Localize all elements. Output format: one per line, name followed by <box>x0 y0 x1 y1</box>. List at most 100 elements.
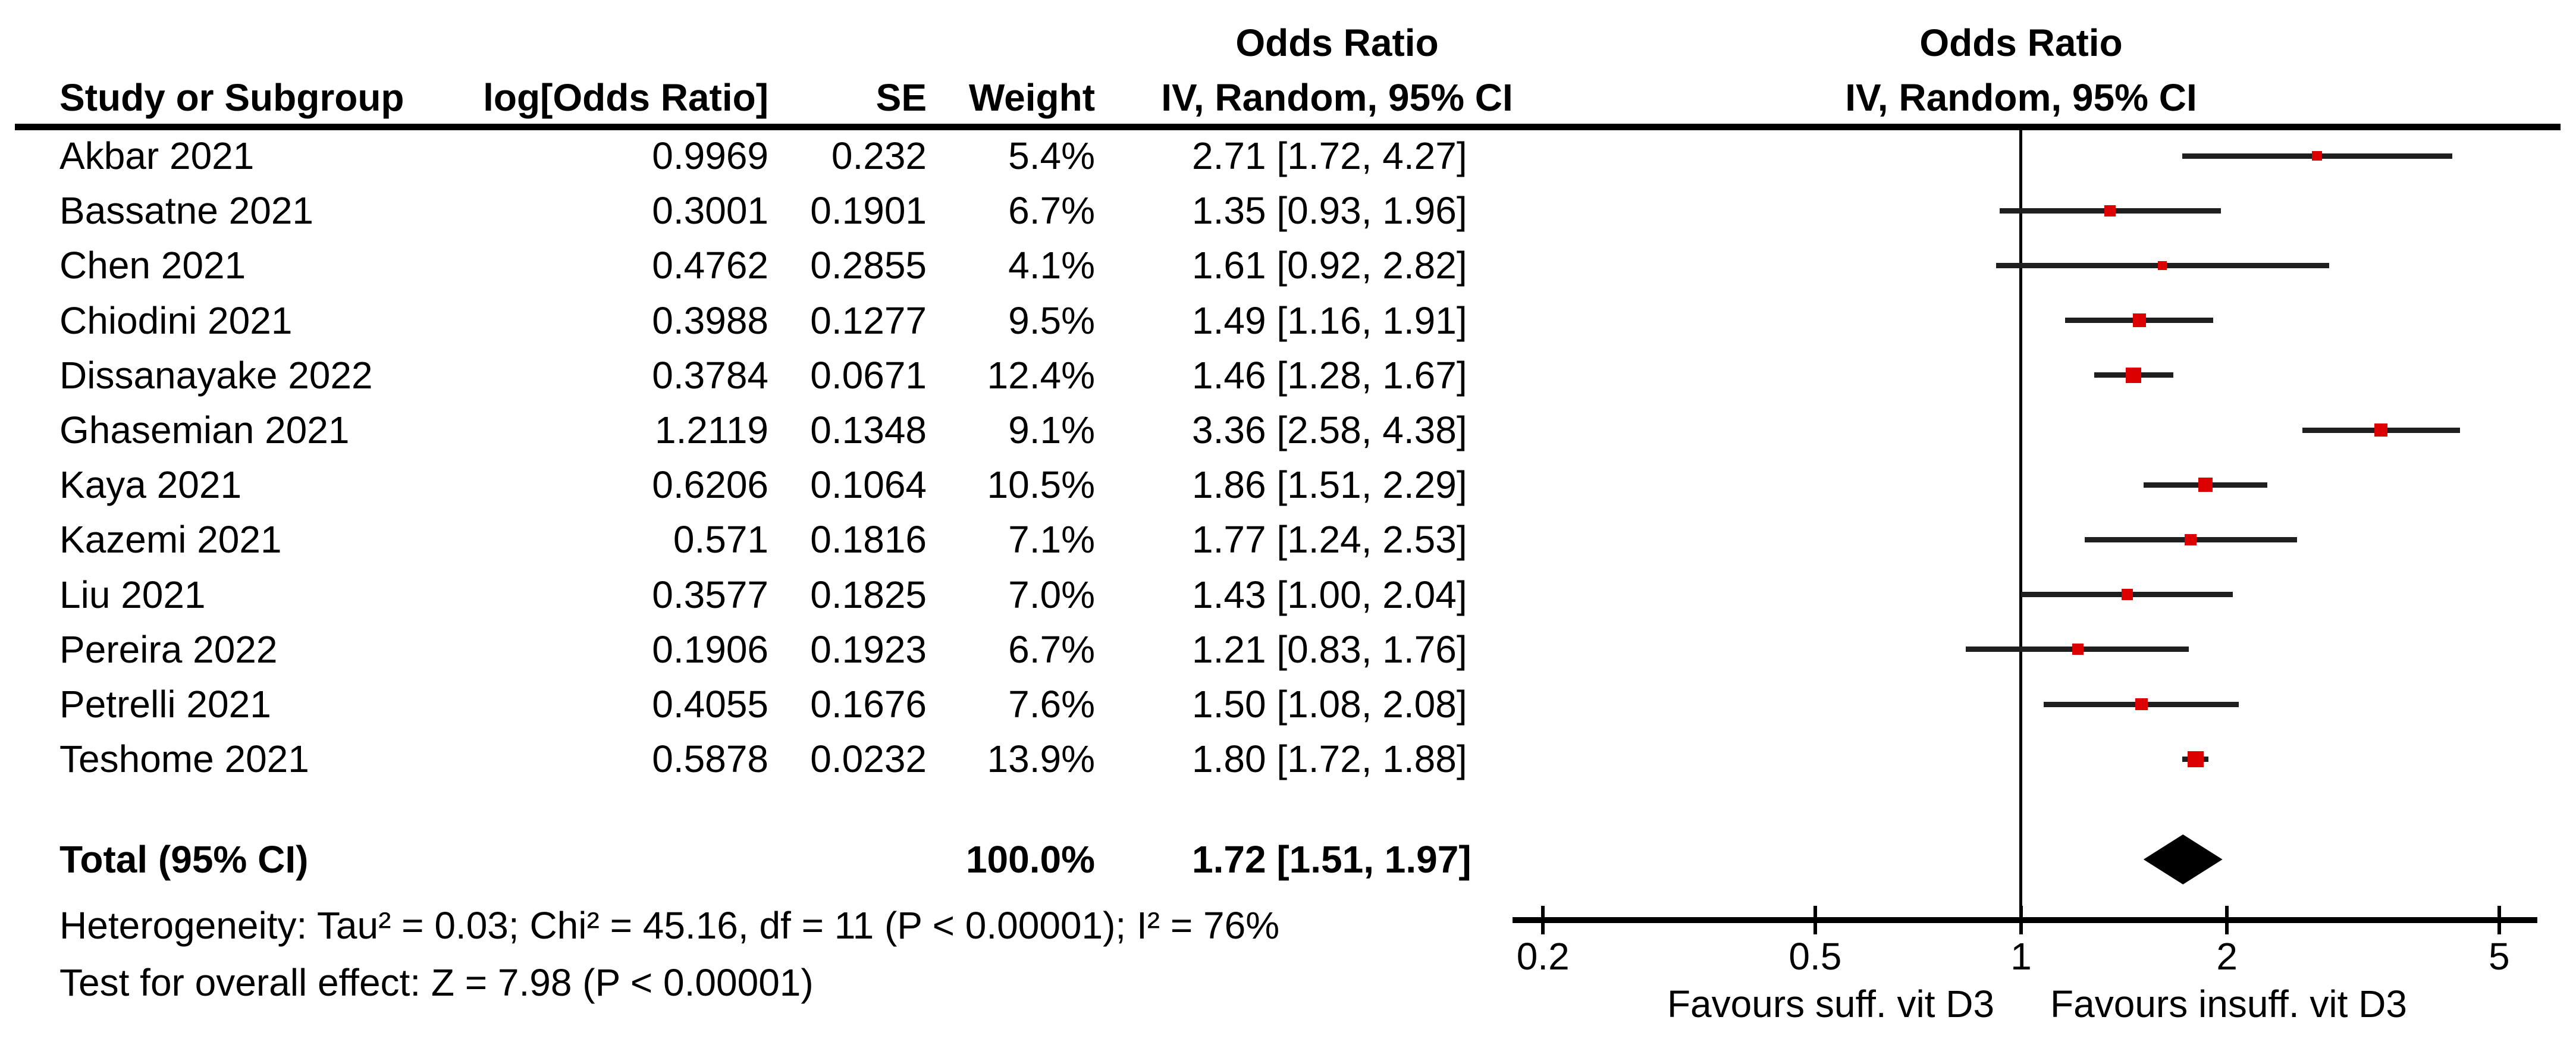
study-name: Pereira 2022 <box>59 627 278 671</box>
column-header-ci: IV, Random, 95% CI <box>1161 76 1513 119</box>
log-odds-ratio-value: 0.3988 <box>652 299 768 342</box>
ci-text: 1.77 [1.24, 2.53] <box>1192 518 1467 561</box>
study-row: Ghasemian 2021 1.2119 0.1348 9.1% 3.36 [2.58… <box>0 403 2576 457</box>
effect-square <box>2158 261 2167 270</box>
effect-square <box>2104 205 2116 216</box>
study-name: Chen 2021 <box>59 244 246 287</box>
log-odds-ratio-value: 0.571 <box>673 518 768 561</box>
plot-header-ci: IV, Random, 95% CI <box>1845 76 2197 119</box>
x-axis-tick-label: 2 <box>2216 935 2238 978</box>
weight-value: 7.6% <box>1008 683 1095 726</box>
ci-text: 1.46 [1.28, 1.67] <box>1192 353 1467 397</box>
log-odds-ratio-value: 0.4055 <box>652 683 768 726</box>
effect-square <box>2135 698 2148 711</box>
ci-text: 1.21 [0.83, 1.76] <box>1192 627 1467 671</box>
x-axis-tick-label: 1 <box>2010 935 2032 978</box>
ci-text: 1.61 [0.92, 2.82] <box>1192 244 1467 287</box>
null-effect-line <box>2019 130 2022 934</box>
log-odds-ratio-value: 0.3001 <box>652 189 768 233</box>
x-axis-tick <box>1813 906 1817 934</box>
effect-square <box>2312 150 2323 161</box>
ci-text: 1.86 [1.51, 2.29] <box>1192 463 1467 507</box>
se-value: 0.1825 <box>810 573 927 616</box>
study-row: Petrelli 2021 0.4055 0.1676 7.6% 1.50 [1.08,… <box>0 677 2576 732</box>
se-value: 0.1277 <box>810 299 927 342</box>
se-value: 0.1901 <box>810 189 927 233</box>
column-header-se: SE <box>876 76 927 119</box>
column-header-study: Study or Subgroup <box>59 76 404 119</box>
se-value: 0.0232 <box>810 738 927 781</box>
weight-value: 7.1% <box>1008 518 1095 561</box>
weight-value: 4.1% <box>1008 244 1095 287</box>
se-value: 0.2855 <box>810 244 927 287</box>
study-name: Ghasemian 2021 <box>59 409 350 451</box>
weight-value: 6.7% <box>1008 627 1095 671</box>
pooled-effect-diamond <box>2143 834 2223 884</box>
study-name: Akbar 2021 <box>59 134 255 177</box>
ci-text: 1.50 [1.08, 2.08] <box>1192 683 1467 726</box>
study-name: Chiodini 2021 <box>59 299 293 342</box>
overall-effect-text: Test for overall effect: Z = 7.98 (P < 0… <box>59 961 814 1004</box>
heterogeneity-text: Heterogeneity: Tau² = 0.03; Chi² = 45.16… <box>59 904 1280 947</box>
total-ci-text: 1.72 [1.51, 1.97] <box>1192 838 1471 881</box>
x-axis-tick <box>2497 906 2501 934</box>
x-axis-tick <box>2225 906 2229 934</box>
study-row: Teshome 2021 0.5878 0.0232 13.9% 1.80 [1.72,… <box>0 732 2576 786</box>
log-odds-ratio-value: 0.4762 <box>652 244 768 287</box>
weight-value: 9.5% <box>1008 299 1095 342</box>
se-value: 0.1816 <box>810 518 927 561</box>
x-axis-tick-label: 0.2 <box>1516 935 1570 978</box>
study-row: Kaya 2021 0.6206 0.1064 10.5% 1.86 [1.51, 2.… <box>0 457 2576 512</box>
study-row: Bassatne 2021 0.3001 0.1901 6.7% 1.35 [0.93,… <box>0 183 2576 238</box>
study-row: Pereira 2022 0.1906 0.1923 6.7% 1.21 [0.83, … <box>0 622 2576 677</box>
se-value: 0.1923 <box>810 627 927 671</box>
effect-square <box>2121 588 2133 601</box>
weight-value: 13.9% <box>987 738 1095 781</box>
weight-value: 5.4% <box>1008 134 1095 177</box>
effect-square <box>2187 751 2204 767</box>
weight-value: 7.0% <box>1008 573 1095 616</box>
favours-left-label: Favours suff. vit D3 <box>1667 983 1995 1025</box>
study-name: Bassatne 2021 <box>59 189 313 233</box>
ci-text: 3.36 [2.58, 4.38] <box>1192 409 1467 451</box>
ci-text: 1.80 [1.72, 1.88] <box>1192 738 1467 781</box>
study-name: Liu 2021 <box>59 573 206 616</box>
study-row: Kazemi 2021 0.571 0.1816 7.1% 1.77 [1.24, 2.… <box>0 512 2576 567</box>
plot-header-odds-ratio-line1: Odds Ratio <box>1919 21 2123 64</box>
log-odds-ratio-value: 0.6206 <box>652 463 768 507</box>
study-name: Dissanayake 2022 <box>59 353 373 397</box>
x-axis-line <box>1513 917 2537 923</box>
column-header-odds-ratio-line1: Odds Ratio <box>1235 21 1439 64</box>
study-name: Petrelli 2021 <box>59 683 271 726</box>
log-odds-ratio-value: 0.3784 <box>652 353 768 397</box>
log-odds-ratio-value: 0.5878 <box>652 738 768 781</box>
column-header-weight: Weight <box>968 76 1095 119</box>
ci-text: 1.43 [1.00, 2.04] <box>1192 573 1467 616</box>
effect-square <box>2132 313 2147 327</box>
log-odds-ratio-value: 0.3577 <box>652 573 768 616</box>
ci-text: 1.35 [0.93, 1.96] <box>1192 189 1467 233</box>
header-rule <box>15 124 2561 130</box>
x-axis-tick-label: 0.5 <box>1789 935 1842 978</box>
effect-square <box>2126 367 2141 383</box>
weight-value: 10.5% <box>987 463 1095 507</box>
se-value: 0.1348 <box>810 409 927 451</box>
x-axis-tick-label: 5 <box>2489 935 2510 978</box>
study-row: Dissanayake 2022 0.3784 0.0671 12.4% 1.46 [1… <box>0 348 2576 403</box>
weight-value: 12.4% <box>987 353 1095 397</box>
effect-square <box>2374 423 2388 437</box>
log-odds-ratio-value: 0.9969 <box>652 134 768 177</box>
effect-square <box>2198 478 2213 492</box>
se-value: 0.232 <box>831 134 927 177</box>
x-axis-tick <box>1541 906 1545 934</box>
x-axis-tick <box>2019 906 2023 934</box>
se-value: 0.0671 <box>810 353 927 397</box>
effect-square <box>2072 644 2084 655</box>
se-value: 0.1676 <box>810 683 927 726</box>
study-row: Chiodini 2021 0.3988 0.1277 9.5% 1.49 [1.16,… <box>0 293 2576 348</box>
column-header-log-odds-ratio: log[Odds Ratio] <box>483 76 768 119</box>
total-weight: 100.0% <box>965 838 1095 881</box>
ci-text: 2.71 [1.72, 4.27] <box>1192 134 1467 177</box>
ci-text: 1.49 [1.16, 1.91] <box>1192 299 1467 342</box>
